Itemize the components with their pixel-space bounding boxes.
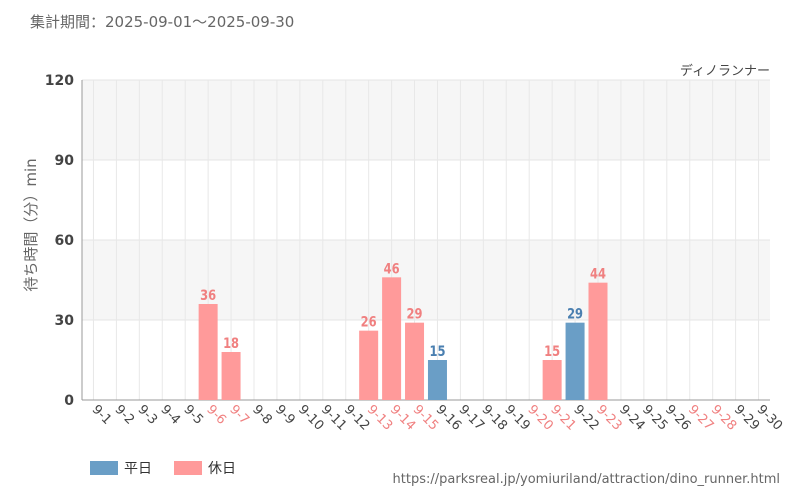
legend-item-weekday: 平日: [90, 458, 152, 478]
axes: [81, 80, 770, 401]
y-axis-label: 待ち時間（分）min: [22, 158, 40, 291]
bar-9-15: [405, 322, 425, 400]
x-tick-9-2: 9-2: [112, 402, 138, 428]
y-tick-60: 60: [55, 233, 75, 249]
data-label-9-22: 29: [567, 307, 583, 323]
legend-label-weekday: 平日: [124, 461, 152, 477]
data-label-9-7: 18: [223, 336, 239, 352]
x-tick-9-10: 9-10: [295, 402, 326, 433]
data-label-9-15: 29: [407, 307, 423, 323]
x-tick-9-3: 9-3: [135, 402, 161, 428]
data-label-9-16: 15: [429, 344, 445, 360]
source-url[interactable]: https://parksreal.jp/yomiuriland/attract…: [392, 472, 780, 487]
background-bands: [82, 80, 770, 320]
band-90: [82, 80, 770, 160]
bar-9-14: [382, 277, 402, 400]
x-tick-9-1: 9-1: [89, 402, 115, 428]
x-tick-9-5: 9-5: [180, 402, 206, 428]
period-label: 集計期間：2025-09-01～2025-09-30: [30, 13, 295, 31]
data-label-9-13: 26: [361, 315, 377, 331]
data-label-9-14: 46: [384, 261, 400, 277]
data-label-9-21: 15: [544, 344, 560, 360]
y-tick-0: 0: [64, 393, 74, 409]
y-tick-90: 90: [55, 153, 75, 169]
bar-9-22: [565, 322, 585, 400]
legend-label-holiday: 休日: [208, 461, 236, 477]
bar-9-13: [359, 330, 379, 400]
x-tick-labels: 9-19-29-39-49-59-69-79-89-99-109-119-129…: [89, 402, 786, 433]
x-tick-9-7: 9-7: [226, 402, 252, 428]
bar-9-6: [198, 304, 218, 400]
legend-swatch-holiday: [174, 461, 202, 475]
band-30: [82, 240, 770, 320]
data-labels: 36 18 26 46 29 15 15 29 44: [200, 261, 606, 360]
bar-9-23: [588, 282, 608, 400]
bars: [198, 277, 608, 400]
legend-swatch-weekday: [90, 461, 118, 475]
x-tick-9-4: 9-4: [157, 402, 183, 428]
y-tick-120: 120: [45, 73, 74, 89]
attraction-name: ディノランナー: [679, 64, 770, 79]
x-tick-9-6: 9-6: [203, 402, 229, 428]
y-tick-30: 30: [55, 313, 75, 329]
legend: 平日 休日: [90, 458, 258, 478]
data-label-9-6: 36: [200, 288, 216, 304]
y-tick-labels: 0 30 60 90 120: [45, 73, 74, 409]
bar-9-7: [221, 352, 241, 400]
x-tick-9-9: 9-9: [272, 402, 298, 428]
bar-9-16: [427, 360, 447, 400]
x-tick-9-8: 9-8: [249, 402, 275, 428]
legend-item-holiday: 休日: [174, 458, 236, 478]
data-label-9-23: 44: [590, 267, 606, 283]
bar-9-21: [542, 360, 562, 400]
